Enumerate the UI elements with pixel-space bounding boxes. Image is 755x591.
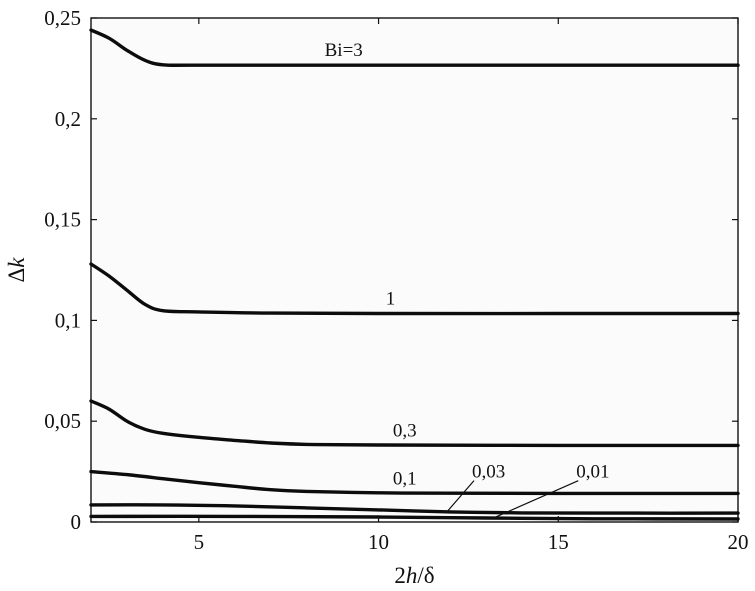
data-series (89, 28, 740, 521)
x-axis-title-suffix: /δ (417, 563, 434, 588)
x-tick-label: 15 (548, 530, 569, 554)
y-tick-label: 0,1 (55, 308, 81, 332)
series-line-1 (89, 262, 740, 316)
y-tick-label: 0 (71, 510, 82, 534)
y-tick-label: 0,05 (44, 409, 81, 433)
y-axis-title-italic: k (4, 257, 29, 268)
series-label-1: 1 (386, 289, 396, 310)
series-line-bi-3 (89, 28, 740, 67)
axis-ticks: 5 10 15 20 0 0,05 0,1 0,15 0,2 0,25 (44, 6, 748, 554)
series-label-0-03: 0,03 (472, 462, 505, 483)
x-axis-title-italic: h (406, 563, 418, 588)
y-tick-label: 0,25 (44, 6, 81, 30)
series-label-bi-3: Bi=3 (325, 40, 363, 61)
leader-line-0-03 (446, 480, 475, 513)
series-line-0-03 (89, 503, 740, 515)
x-tick-label: 10 (368, 530, 389, 554)
x-tick-label: 5 (194, 530, 205, 554)
x-axis-title: 2h/δ (394, 563, 434, 588)
y-axis-title-prefix: Δ (4, 268, 29, 283)
y-tick-label: 0,2 (55, 107, 81, 131)
series-label-0-01: 0,01 (576, 462, 609, 483)
series-line-0-3 (89, 399, 740, 448)
x-tick-label: 20 (728, 530, 749, 554)
series-line-0-01 (89, 514, 740, 521)
x-axis-title-prefix: 2 (394, 563, 406, 588)
series-line-0-1 (89, 469, 740, 496)
series-annotations: Bi=3 1 0,3 0,1 0,03 0,01 (325, 40, 610, 519)
y-axis-title: Δk (4, 257, 29, 283)
series-label-0-3: 0,3 (393, 420, 417, 441)
series-label-0-1: 0,1 (393, 468, 417, 489)
y-tick-label: 0,15 (44, 208, 81, 232)
leader-line-0-01 (493, 480, 579, 519)
